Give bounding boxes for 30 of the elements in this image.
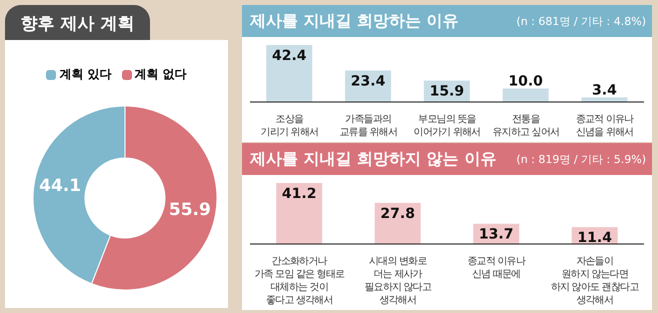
chart-title: 제사를 지내길 희망하지 않는 이유 [250,149,496,170]
legend-label: 계획 없다 [134,66,187,83]
legend-label: 계획 있다 [58,66,112,83]
x-tick-label: 전통을 유지하고 싶어서 [492,114,560,138]
data-label: 23.4 [350,74,386,90]
data-label: 15.9 [430,84,464,100]
bar [276,183,322,244]
chart-title: 향후 제사 계획 [5,5,150,45]
x-tick-label: 종교적 이유나 신념 때문에 [467,256,526,280]
chart-subtitle: (n : 681명 / 기타 : 4.8%) [516,14,646,29]
data-label: 44.1 [39,176,82,196]
x-tick-label: 간소화하거나 가족 모임 같은 형태로 대체하는 것이 좋다고 생각해서 [254,256,346,306]
x-tick-label: 부모님의 뜻을 이어가기 위해서 [414,114,480,138]
x-tick-label: 종교적 이유나 신념을 위해서 [576,114,634,138]
x-tick-label: 시대의 변화로 더는 제사가 필요하지 않다고 생각해서 [364,256,432,306]
data-label: 13.7 [478,226,514,243]
x-tick-label: 가족들과의 교류를 위해서 [339,114,397,138]
bar [502,88,549,102]
data-label: 10.0 [508,74,544,90]
x-tick-label: 조상을 기리기 위해서 [260,114,318,138]
data-label: 55.9 [168,200,211,220]
data-label: 11.4 [577,230,612,246]
x-tick-label: 자손들이 원하지 않는다면 하지 않아도 괜찮다고 생각해서 [550,256,640,306]
data-label: 41.2 [282,186,316,202]
data-label: 27.8 [380,206,415,222]
chart-title: 제사를 지내길 희망하는 이유 [250,11,459,32]
data-label: 3.4 [592,82,618,98]
data-label: 42.4 [272,48,307,64]
bar [266,45,312,102]
chart-subtitle: (n : 819명 / 기타 : 5.9%) [516,152,646,167]
